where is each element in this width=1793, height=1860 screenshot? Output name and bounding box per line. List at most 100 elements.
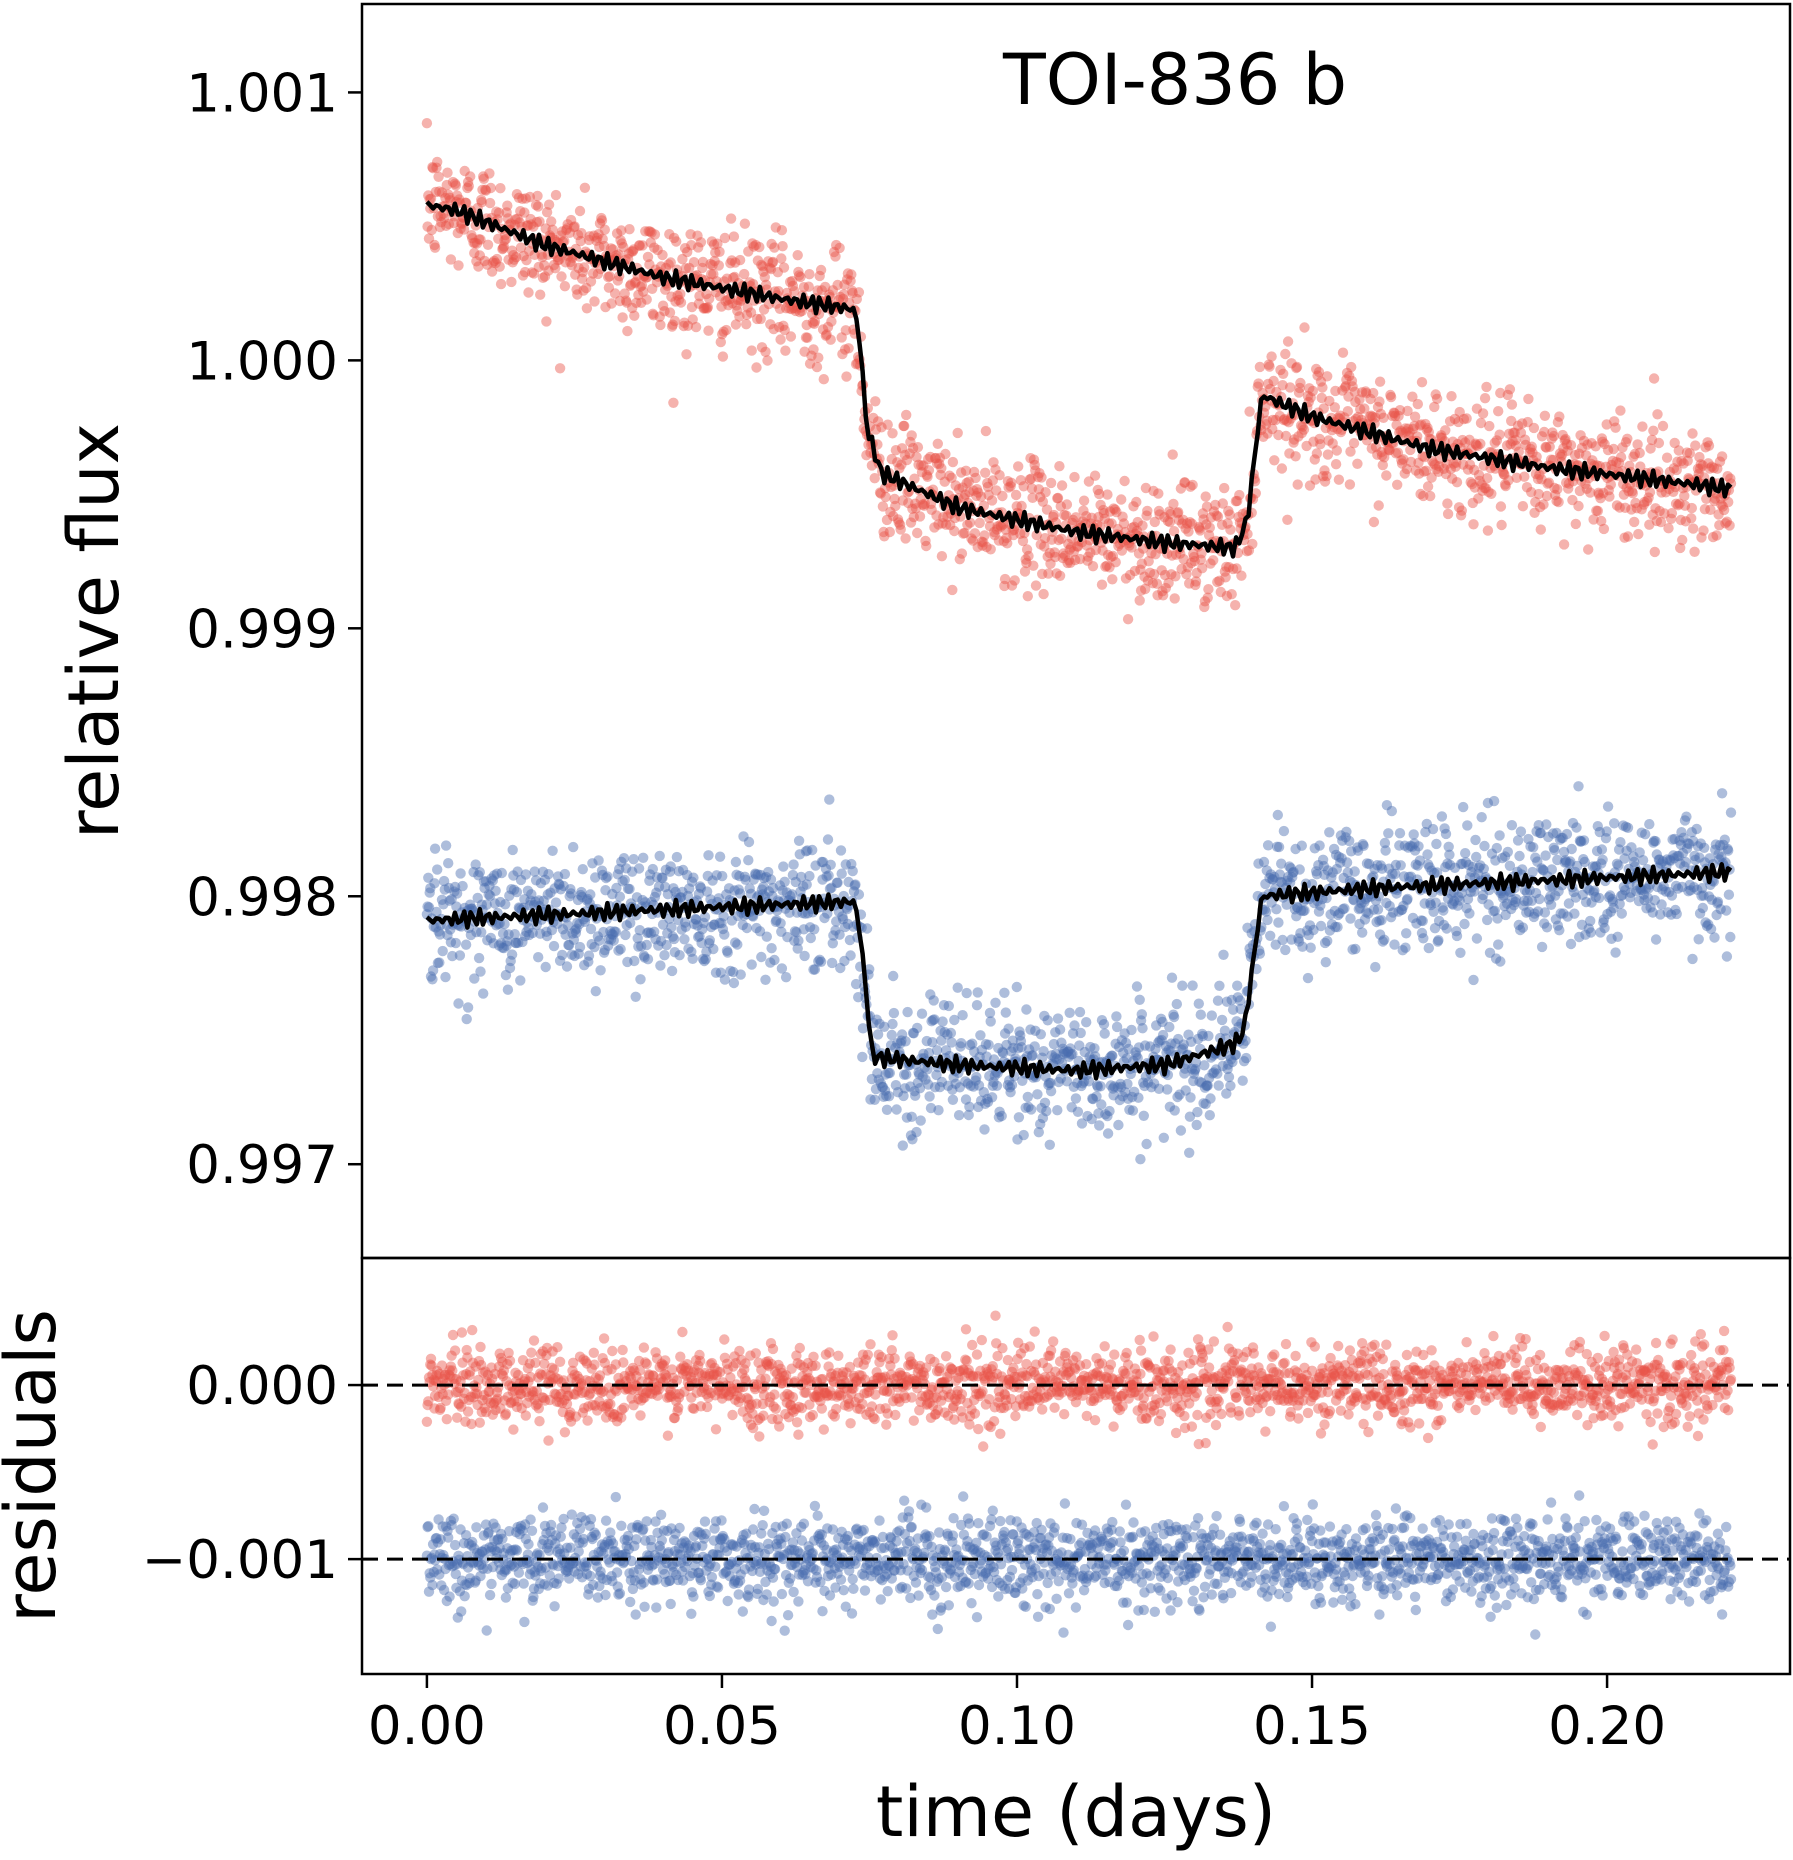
red-data-point — [885, 506, 896, 518]
red-data-point — [1188, 551, 1200, 563]
blue-data-point — [642, 954, 654, 965]
red-data-point — [486, 266, 498, 277]
red-data-point — [745, 307, 757, 318]
blue-data-point — [809, 924, 820, 935]
red-data-point — [640, 226, 651, 237]
red-data-point — [1187, 479, 1198, 491]
red-data-point — [1015, 475, 1027, 486]
red-data-point — [934, 452, 946, 464]
red-data-point — [1663, 523, 1674, 534]
red-data-point — [1282, 514, 1293, 525]
red-data-point — [1219, 482, 1230, 494]
red-residual-point — [908, 1415, 919, 1426]
red-data-point — [1208, 555, 1219, 566]
blue-data-point — [654, 850, 665, 862]
red-data-point — [1227, 563, 1239, 575]
blue-data-point — [1494, 830, 1505, 841]
red-data-point — [604, 271, 615, 282]
blue-data-point — [1187, 980, 1198, 991]
blue-data-point — [1493, 939, 1504, 950]
blue-data-point — [462, 1002, 474, 1013]
red-data-point — [430, 186, 441, 198]
red-data-point — [1000, 524, 1011, 535]
red-data-point — [1270, 414, 1281, 426]
red-data-point — [700, 302, 711, 314]
red-data-point — [1009, 575, 1020, 586]
blue-data-point — [1491, 842, 1503, 854]
red-data-point — [947, 456, 959, 468]
red-data-point — [736, 294, 747, 305]
blue-data-point — [946, 1037, 957, 1048]
red-data-point — [1028, 560, 1039, 571]
red-data-point — [938, 512, 949, 523]
red-data-point — [1025, 453, 1036, 464]
red-data-point — [484, 197, 496, 209]
red-residual-point — [767, 1343, 779, 1355]
blue-data-point — [793, 935, 804, 946]
red-data-point — [1342, 406, 1354, 417]
red-data-point — [540, 223, 551, 234]
red-data-point — [1069, 471, 1080, 483]
red-data-point — [1205, 512, 1217, 523]
red-data-point — [518, 250, 529, 262]
red-data-point — [706, 268, 717, 280]
red-data-point — [1610, 422, 1621, 433]
blue-data-point — [473, 952, 485, 964]
red-data-point — [1097, 545, 1108, 556]
red-data-point — [1495, 501, 1507, 512]
red-data-point — [890, 445, 902, 456]
red-data-point — [704, 293, 715, 304]
y-tick-label: 0.999 — [186, 599, 338, 660]
red-data-point — [1045, 558, 1056, 569]
red-data-point — [840, 325, 851, 336]
red-data-point — [1126, 542, 1137, 553]
blue-data-point — [824, 794, 835, 805]
blue-data-point — [474, 867, 485, 878]
red-data-point — [572, 289, 583, 300]
blue-data-point — [633, 863, 645, 874]
red-data-point — [1156, 565, 1167, 576]
red-data-point — [1552, 484, 1563, 495]
red-data-point — [463, 180, 474, 192]
red-data-point — [1108, 503, 1119, 514]
red-residual-point — [1155, 1409, 1167, 1420]
red-data-point — [1479, 393, 1491, 404]
red-data-point — [611, 228, 623, 239]
red-data-point — [1247, 538, 1258, 550]
red-data-point — [1629, 516, 1640, 528]
red-data-point — [665, 257, 676, 268]
red-data-point — [721, 324, 732, 336]
red-data-point — [458, 224, 470, 235]
red-residual-point — [673, 1402, 684, 1414]
blue-data-point — [1578, 835, 1590, 846]
blue-data-point — [1482, 914, 1493, 926]
red-data-point — [667, 319, 678, 330]
blue-data-point — [1423, 942, 1435, 954]
red-data-point — [768, 323, 779, 335]
red-data-point — [1165, 508, 1176, 520]
red-data-point — [970, 472, 981, 484]
red-data-point — [981, 541, 992, 553]
blue-data-point — [1273, 917, 1284, 928]
red-data-point — [571, 284, 582, 295]
red-data-point — [509, 219, 520, 231]
red-data-point — [936, 463, 947, 474]
red-data-point — [1043, 568, 1054, 579]
red-data-point — [1067, 514, 1079, 526]
red-data-point — [1159, 569, 1171, 581]
blue-data-point — [947, 1094, 959, 1106]
red-residual-point — [1191, 1387, 1202, 1399]
red-data-point — [591, 235, 602, 246]
red-data-point — [638, 286, 649, 297]
red-data-point — [1027, 492, 1038, 503]
red-data-point — [1078, 495, 1090, 506]
red-data-point — [1565, 440, 1577, 451]
red-data-point — [577, 266, 588, 278]
red-data-point — [1442, 498, 1453, 509]
red-data-point — [1298, 424, 1310, 435]
red-data-point — [710, 247, 721, 258]
red-data-point — [1307, 385, 1319, 397]
red-data-point — [539, 271, 551, 282]
red-data-point — [1062, 557, 1073, 569]
red-data-point — [584, 231, 595, 242]
